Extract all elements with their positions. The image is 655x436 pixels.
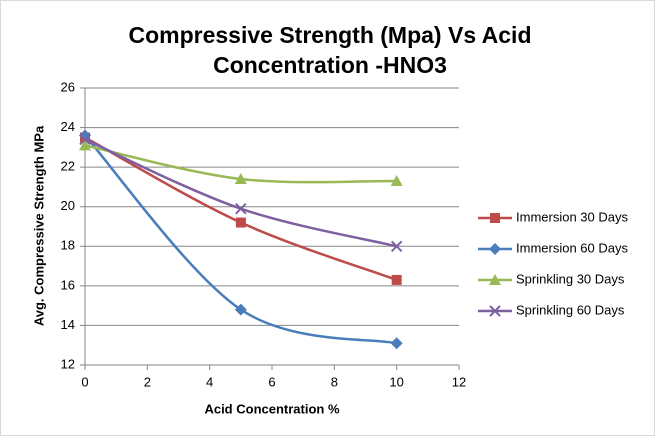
x-tick-label: 8 [331, 374, 338, 389]
y-tick-label: 26 [61, 79, 75, 94]
data-point [235, 202, 247, 215]
legend-label: Sprinkling 30 Days [516, 271, 625, 286]
data-point [235, 217, 246, 228]
x-tick-label: 2 [144, 374, 151, 389]
y-tick-label: 14 [61, 317, 75, 332]
legend-label: Immersion 30 Days [516, 209, 628, 224]
data-point [391, 274, 402, 285]
legend-label: Sprinkling 60 Days [516, 302, 625, 317]
data-point [234, 173, 247, 185]
y-tick-label: 16 [61, 277, 75, 292]
y-axis-label: Avg. Compressive Strength MPa [31, 125, 46, 326]
x-tick-label: 0 [81, 374, 88, 389]
data-point [79, 133, 91, 146]
y-tick-label: 24 [61, 119, 75, 134]
data-point [390, 240, 403, 252]
data-point [390, 174, 403, 186]
y-tick-label: 12 [61, 356, 75, 371]
y-tick-label: 22 [61, 159, 75, 174]
x-tick-label: 10 [389, 374, 403, 389]
y-tick-label: 18 [61, 238, 75, 253]
data-point [79, 129, 91, 142]
data-point [234, 303, 247, 316]
legend-label: Immersion 60 Days [516, 240, 628, 255]
legend-marker [489, 243, 501, 255]
x-tick-label: 6 [268, 374, 275, 389]
data-point [79, 139, 91, 151]
series-line [84, 134, 397, 345]
legend-marker [490, 213, 500, 223]
y-tick-label: 20 [61, 198, 75, 213]
legend-marker [489, 305, 501, 317]
data-point [390, 337, 403, 350]
chart-title: Compressive Strength (Mpa) Vs Acid Conce… [128, 22, 532, 78]
x-tick-label: 4 [206, 374, 213, 389]
x-tick-label: 12 [452, 374, 466, 389]
x-axis-label: Acid Concentration % [204, 401, 340, 416]
legend-marker [489, 274, 501, 285]
